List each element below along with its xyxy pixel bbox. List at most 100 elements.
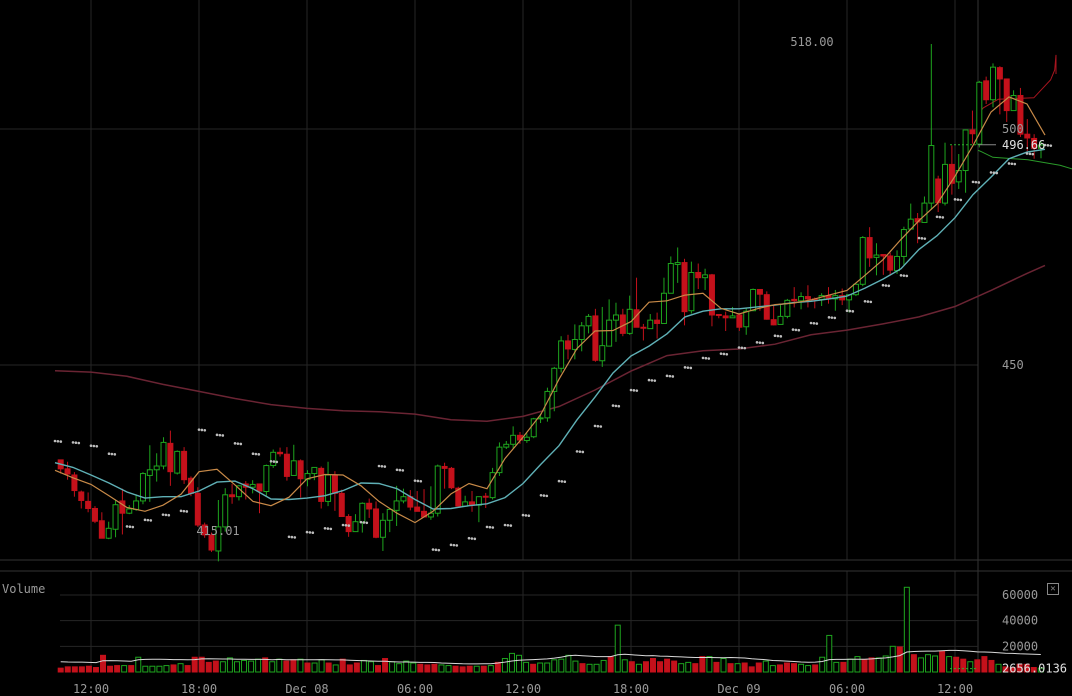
sar-dot: [179, 509, 183, 513]
candle: [612, 314, 619, 321]
sar-dot: [401, 469, 405, 472]
candle: [85, 500, 92, 509]
sar-dot: [809, 321, 813, 325]
sar-dot: [740, 346, 744, 350]
sar-dot: [1010, 162, 1014, 166]
volume-bar: [325, 662, 332, 673]
candle: [523, 436, 530, 442]
volume-bar: [995, 663, 1002, 673]
sar-dot: [863, 299, 867, 303]
sar-dot: [233, 442, 237, 445]
candle: [229, 494, 236, 498]
volume-bar: [974, 659, 981, 673]
low-price-label: 415.01: [196, 524, 239, 538]
volume-bar: [494, 661, 501, 673]
candle: [599, 345, 606, 362]
time-tick-label: 12:00: [505, 682, 541, 696]
volume-bar: [142, 665, 149, 673]
candle: [736, 314, 743, 328]
volume-bar: [537, 662, 544, 673]
candle: [777, 315, 784, 325]
candle: [352, 521, 359, 533]
sma-orange-line: [54, 96, 1046, 524]
candle: [503, 443, 510, 448]
candle: [578, 325, 585, 341]
sar-dot: [629, 388, 633, 392]
candle: [64, 468, 71, 475]
sar-dot: [845, 309, 849, 313]
volume-bar: [819, 656, 826, 673]
candle: [564, 340, 571, 350]
sar-dot: [617, 404, 621, 408]
volume-bar: [417, 663, 424, 673]
time-tick-label: 06:00: [397, 682, 433, 696]
candle: [98, 520, 105, 539]
candle: [990, 66, 997, 101]
sar-dot: [509, 524, 513, 527]
sar-dot: [575, 450, 579, 453]
sar-dot: [812, 321, 816, 325]
volume-tick-label: 60000: [1002, 588, 1038, 602]
sar-dot: [185, 510, 189, 513]
candle: [167, 442, 174, 473]
sar-dot: [869, 300, 873, 304]
candle: [311, 466, 318, 475]
sar-dot: [473, 537, 477, 541]
sar-dot: [239, 442, 243, 446]
sar-dot: [665, 374, 669, 378]
candle: [208, 534, 215, 551]
candle: [331, 474, 338, 494]
volume-bar: [889, 645, 896, 673]
volume-bar: [805, 665, 812, 673]
price-tick-label: 500: [1002, 122, 1024, 136]
candle: [448, 467, 455, 489]
volume-bar: [382, 658, 389, 673]
volume-bar: [910, 654, 917, 673]
candle: [297, 460, 304, 480]
volume-bar: [452, 665, 459, 673]
sar-dot: [614, 404, 618, 408]
candle: [791, 298, 798, 302]
candle: [489, 472, 496, 499]
candle: [873, 254, 880, 258]
sar-dot: [1025, 152, 1029, 155]
candle: [112, 504, 119, 530]
candle: [290, 460, 297, 476]
sar-dot: [719, 352, 723, 355]
volume-bar: [798, 663, 805, 673]
volume-bar: [219, 661, 226, 673]
volume-bar: [283, 660, 290, 673]
sar-dot: [593, 424, 597, 428]
volume-bar: [114, 665, 121, 673]
candle: [325, 474, 332, 502]
volume-bar: [649, 658, 656, 673]
candle: [756, 288, 763, 295]
volume-bar: [896, 646, 903, 673]
candle: [400, 496, 407, 502]
close-icon[interactable]: ✕: [1047, 583, 1059, 595]
volume-bar: [755, 662, 762, 673]
sar-dot: [110, 452, 114, 456]
candle: [345, 516, 352, 533]
volume-bar: [586, 663, 593, 673]
candle: [386, 508, 393, 521]
volume-bar: [565, 654, 572, 673]
volume-bar: [671, 660, 678, 673]
sar-dot: [131, 525, 135, 529]
volume-bar: [262, 657, 269, 673]
candle: [660, 292, 667, 324]
sar-dot: [53, 439, 57, 443]
volume-bar: [135, 656, 142, 673]
sar-dot: [704, 356, 708, 360]
candle: [681, 262, 688, 313]
sar-dot: [74, 441, 78, 445]
sar-dot: [779, 335, 783, 338]
sar-dot: [974, 180, 978, 184]
candle: [585, 315, 592, 327]
candle: [667, 263, 674, 294]
volume-bar: [163, 665, 170, 673]
volume-bar: [57, 667, 64, 673]
sar-dot: [971, 180, 975, 184]
sar-dot: [251, 452, 255, 456]
